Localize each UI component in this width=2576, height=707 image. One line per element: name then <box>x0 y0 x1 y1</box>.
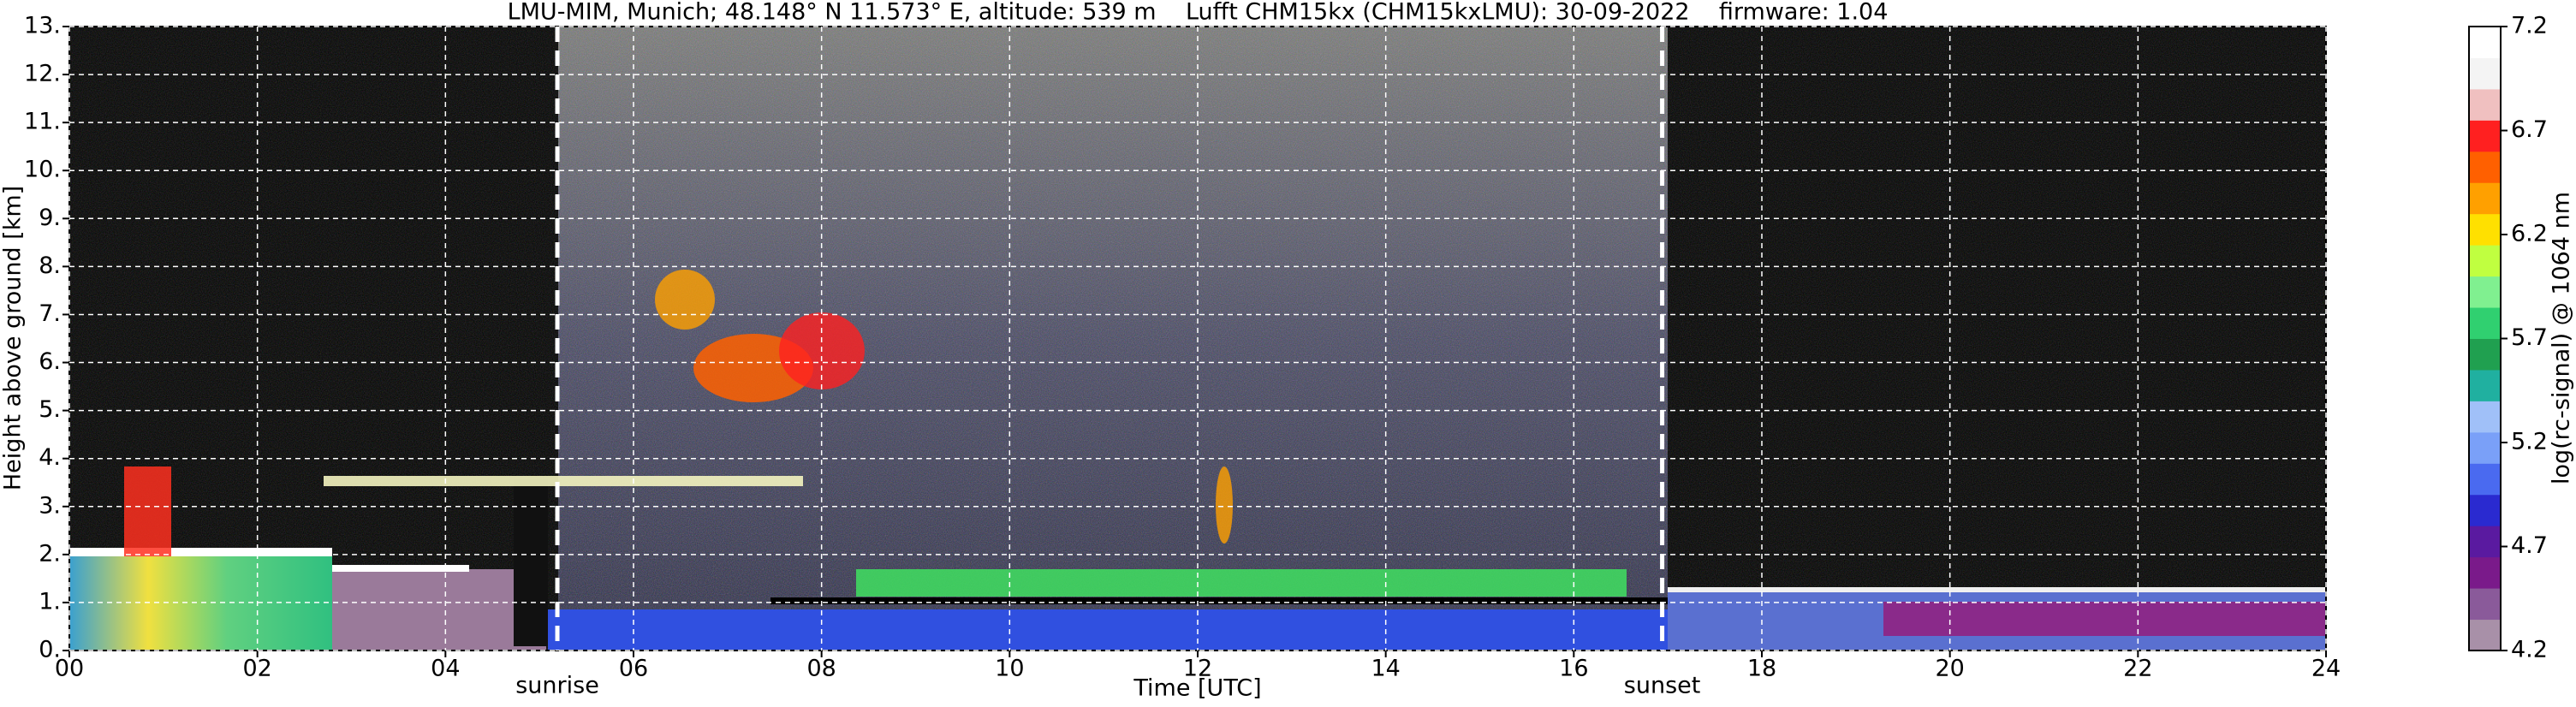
y-tick-label: 0. <box>39 637 61 663</box>
chart-title: LMU-MIM, Munich; 48.148° N 11.573° E, al… <box>508 0 1889 26</box>
colorbar-segment <box>2469 401 2501 433</box>
x-tick-label: 04 <box>431 656 460 682</box>
colorbar-tick-label: 6.2 <box>2511 221 2548 247</box>
y-tick-label: 13. <box>24 13 61 39</box>
colorbar-segment <box>2469 463 2501 496</box>
y-tick-label: 9. <box>39 205 61 231</box>
y-tick-label: 3. <box>39 492 61 519</box>
annotation-label: sunrise <box>515 673 599 699</box>
night-layer <box>1883 602 2326 636</box>
colorbar-label: log(rc-signal) @ 1064 nm <box>2549 192 2575 484</box>
cloud <box>1216 466 1233 544</box>
x-tick-label: 06 <box>619 656 648 682</box>
x-tick-label: 16 <box>1559 656 1588 682</box>
colorbar-tick-label: 4.7 <box>2511 532 2548 559</box>
y-tick-label: 8. <box>39 253 61 279</box>
y-tick-label: 4. <box>39 444 61 471</box>
y-tick-label: 5. <box>39 396 61 423</box>
colorbar-segment <box>2469 526 2501 558</box>
colorbar-tick-label: 7.2 <box>2511 13 2548 39</box>
colorbar-segment <box>2469 88 2501 121</box>
colorbar-tick-label: 5.2 <box>2511 429 2548 455</box>
colorbar-segment <box>2469 338 2501 371</box>
layer-top <box>1668 587 2326 592</box>
colorbar-segment <box>2469 27 2501 58</box>
colorbar-segment <box>2469 151 2501 183</box>
dark-column <box>514 479 548 646</box>
x-tick-label: 00 <box>55 656 84 682</box>
colorbar-segment <box>2469 431 2501 464</box>
colorbar-segment <box>2469 494 2501 526</box>
y-tick-label: 2. <box>39 540 61 567</box>
x-tick-label: 02 <box>242 656 271 682</box>
annotation-label: sunset <box>1624 673 1701 699</box>
colorbar-segment <box>2469 588 2501 621</box>
layer-top <box>69 548 332 556</box>
colorbar-segment <box>2469 245 2501 277</box>
x-tick-label: 08 <box>806 656 836 682</box>
x-tick-label: 12 <box>1183 656 1212 682</box>
y-tick-label: 10. <box>24 157 61 183</box>
x-tick-label: 10 <box>995 656 1024 682</box>
y-tick-label: 7. <box>39 300 61 327</box>
colorbar-segment <box>2469 182 2501 215</box>
y-axis-label: Height above ground [km] <box>0 186 27 490</box>
x-tick-label: 22 <box>2123 656 2152 682</box>
colorbar-segment <box>2469 369 2501 401</box>
cloud <box>655 270 715 330</box>
residual-layer <box>332 569 546 651</box>
colorbar-segment <box>2469 556 2501 589</box>
cloud <box>124 466 171 556</box>
y-tick-label: 11. <box>24 109 61 135</box>
colorbar-segment <box>2469 619 2501 651</box>
y-tick-label: 6. <box>39 348 61 375</box>
layer-top <box>332 565 469 572</box>
colorbar-segment <box>2469 276 2501 308</box>
layer-edge <box>770 597 1668 604</box>
aerosol-layer <box>856 569 1627 597</box>
y-tick-label: 1. <box>39 588 61 615</box>
colorbar-tick-label: 6.7 <box>2511 116 2548 143</box>
x-tick-label: 18 <box>1747 656 1776 682</box>
cloud <box>324 476 803 486</box>
colorbar-segment <box>2469 57 2501 90</box>
x-tick-label: 24 <box>2311 656 2341 682</box>
x-tick-label: 20 <box>1935 656 1964 682</box>
y-tick-label: 12. <box>24 61 61 87</box>
colorbar-segment <box>2469 213 2501 246</box>
colorbar-segment <box>2469 307 2501 339</box>
surface-layer <box>548 609 1668 651</box>
colorbar-segment <box>2469 120 2501 152</box>
x-tick-label: 14 <box>1371 656 1400 682</box>
colorbar-tick-label: 5.7 <box>2511 324 2548 351</box>
colorbar-tick-label: 4.2 <box>2511 637 2548 663</box>
x-axis-label: Time [UTC] <box>1133 675 1261 702</box>
